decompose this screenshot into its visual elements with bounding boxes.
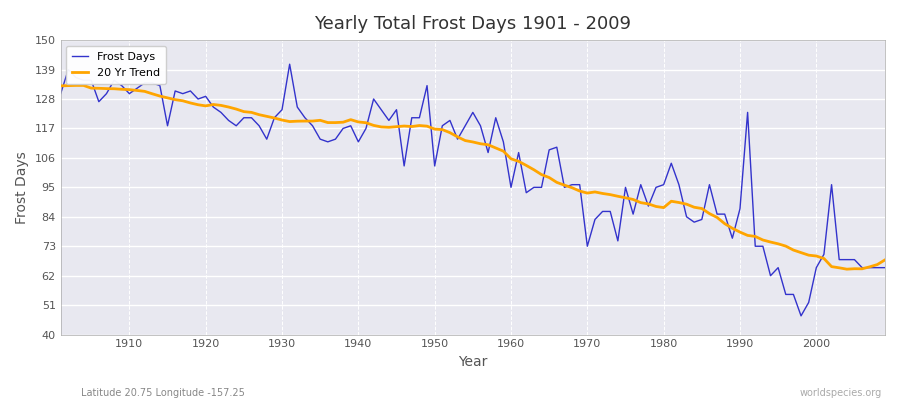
Y-axis label: Frost Days: Frost Days bbox=[15, 151, 29, 224]
Frost Days bbox=[513, 150, 524, 155]
Frost Days bbox=[506, 185, 517, 190]
Frost Days bbox=[116, 83, 127, 88]
20 Yr Trend bbox=[879, 258, 890, 262]
Line: Frost Days: Frost Days bbox=[60, 64, 885, 316]
Frost Days bbox=[292, 105, 302, 110]
Frost Days bbox=[796, 314, 806, 318]
Text: worldspecies.org: worldspecies.org bbox=[800, 388, 882, 398]
20 Yr Trend bbox=[605, 192, 616, 197]
20 Yr Trend bbox=[70, 83, 81, 88]
Line: 20 Yr Trend: 20 Yr Trend bbox=[60, 86, 885, 269]
Frost Days bbox=[879, 265, 890, 270]
Title: Yearly Total Frost Days 1901 - 2009: Yearly Total Frost Days 1901 - 2009 bbox=[314, 15, 631, 33]
20 Yr Trend bbox=[338, 120, 348, 125]
Frost Days bbox=[338, 126, 348, 131]
20 Yr Trend bbox=[292, 119, 302, 124]
Text: Latitude 20.75 Longitude -157.25: Latitude 20.75 Longitude -157.25 bbox=[81, 388, 245, 398]
Frost Days bbox=[55, 91, 66, 96]
20 Yr Trend bbox=[55, 84, 66, 88]
20 Yr Trend bbox=[842, 267, 852, 272]
Frost Days bbox=[605, 209, 616, 214]
20 Yr Trend bbox=[513, 159, 524, 164]
20 Yr Trend bbox=[124, 87, 135, 92]
X-axis label: Year: Year bbox=[458, 355, 488, 369]
Frost Days bbox=[284, 62, 295, 67]
20 Yr Trend bbox=[506, 156, 517, 161]
Legend: Frost Days, 20 Yr Trend: Frost Days, 20 Yr Trend bbox=[67, 46, 166, 84]
